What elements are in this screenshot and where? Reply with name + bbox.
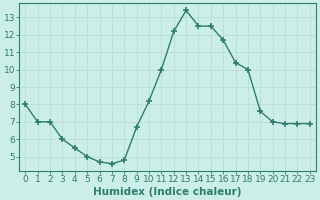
X-axis label: Humidex (Indice chaleur): Humidex (Indice chaleur) bbox=[93, 187, 242, 197]
